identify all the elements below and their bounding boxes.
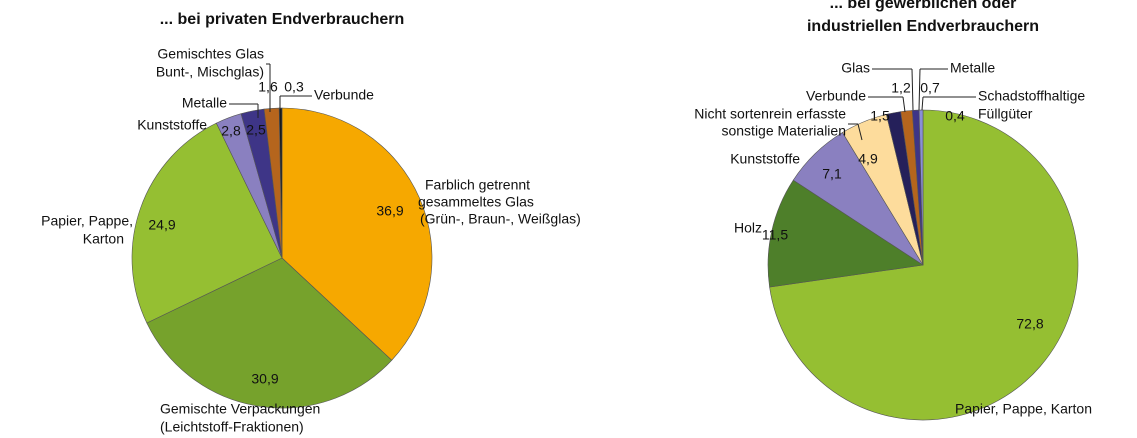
category-label: Karton	[83, 231, 124, 247]
category-label: Kunststoffe	[730, 151, 800, 167]
value-label: 7,1	[822, 166, 842, 182]
category-label: Verbunde	[314, 87, 374, 103]
category-label: gesammeltes Glas	[418, 194, 534, 210]
pie-slice	[918, 109, 924, 266]
leader-line	[902, 96, 906, 113]
category-label: Holz	[734, 220, 762, 236]
value-label: 1,5	[870, 108, 890, 124]
category-label: Metalle	[950, 60, 995, 76]
pie-slice	[278, 107, 283, 259]
category-label: Papier, Pappe,	[41, 213, 133, 229]
value-label: 1,6	[258, 79, 278, 95]
category-label: sonstige Materialien	[721, 123, 846, 139]
chart-title: ... bei privaten Endverbrauchern	[160, 11, 405, 28]
chart-title: industriellen Endverbrauchern	[807, 18, 1039, 35]
value-label: 11,5	[762, 227, 788, 243]
pie-slice	[767, 179, 924, 288]
value-label: 1,2	[891, 80, 911, 96]
chart-title: ... bei gewerblichen oder	[830, 0, 1017, 12]
category-label: (Leichtstoff-Fraktionen)	[160, 419, 304, 435]
value-label: 2,5	[246, 122, 266, 138]
category-label: Nicht sortenrein erfasste	[694, 106, 846, 122]
leader-line	[911, 68, 914, 111]
value-label: 2,8	[221, 123, 241, 139]
category-label: Glas	[841, 60, 870, 76]
category-label: (Grün-, Braun-, Weißglas)	[420, 211, 581, 227]
pie-slice	[146, 257, 393, 409]
value-label: 36,9	[376, 203, 403, 219]
pie-slice	[281, 107, 433, 361]
leader-line	[918, 68, 921, 111]
value-label: 30,9	[251, 371, 278, 387]
leader-line	[921, 96, 924, 111]
value-label: 72,8	[1016, 316, 1043, 332]
category-label: Bunt-, Mischglas)	[156, 64, 264, 80]
category-label: Füllgüter	[978, 106, 1033, 122]
category-label: Papier, Pappe, Karton	[955, 401, 1092, 417]
pie-slice	[131, 122, 283, 324]
leader-lines	[229, 63, 976, 141]
value-label: 4,9	[858, 151, 878, 167]
leader-line	[857, 123, 863, 141]
value-label: 24,9	[148, 217, 175, 233]
category-label: Metalle	[182, 95, 227, 111]
value-label: 0,4	[945, 108, 965, 124]
category-label: Gemischte Verpackungen	[160, 401, 320, 417]
value-label: 0,3	[284, 79, 304, 95]
category-label: Schadstoffhaltige	[978, 88, 1085, 104]
value-label: 0,7	[920, 80, 940, 96]
category-label: Kunststoffe	[137, 117, 207, 133]
pie-slice	[769, 109, 1079, 421]
category-label: Gemischtes Glas	[157, 46, 264, 62]
category-label: Verbunde	[806, 88, 866, 104]
category-label: Farblich getrennt	[425, 177, 530, 193]
